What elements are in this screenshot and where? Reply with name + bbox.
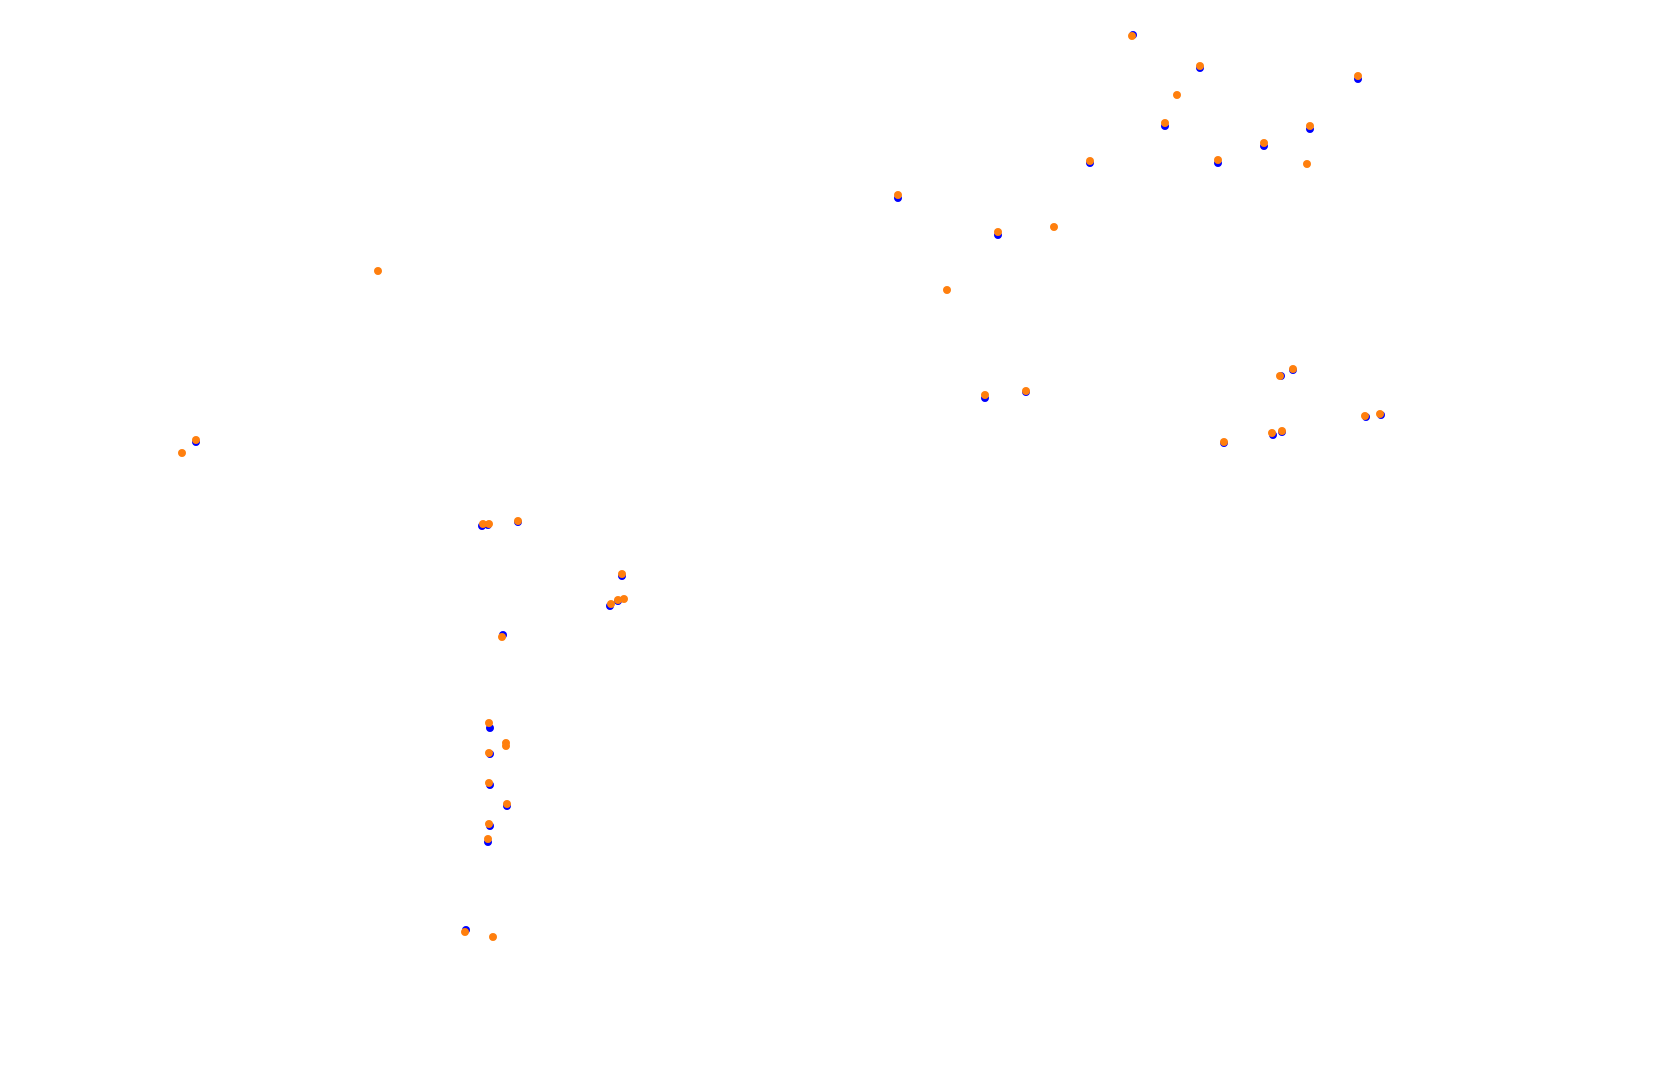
data-point (1050, 223, 1058, 231)
data-point (1214, 156, 1222, 164)
data-point (1086, 157, 1094, 165)
series-1 (178, 32, 1384, 941)
data-point (178, 449, 186, 457)
data-point (1128, 32, 1136, 40)
data-point (1161, 119, 1169, 127)
data-point (894, 191, 902, 199)
data-point (1268, 429, 1276, 437)
data-point (485, 520, 493, 528)
data-point (1354, 72, 1362, 80)
data-point (1276, 372, 1284, 380)
data-point (1289, 365, 1297, 373)
data-point (614, 596, 622, 604)
data-point (1022, 387, 1030, 395)
data-point (485, 749, 493, 757)
data-point (981, 391, 989, 399)
data-point (1361, 412, 1369, 420)
data-point (1260, 139, 1268, 147)
data-point (192, 436, 200, 444)
data-point (485, 719, 493, 727)
data-point (1278, 427, 1286, 435)
data-point (484, 835, 492, 843)
data-point (1303, 160, 1311, 168)
data-point (1220, 438, 1228, 446)
data-point (485, 820, 493, 828)
series-0 (192, 31, 1385, 934)
data-point (514, 517, 522, 525)
data-point (607, 600, 615, 608)
data-point (620, 595, 628, 603)
data-point (502, 742, 510, 750)
data-point (994, 228, 1002, 236)
data-point (1173, 91, 1181, 99)
data-point (1376, 410, 1384, 418)
data-point (618, 570, 626, 578)
data-point (943, 286, 951, 294)
data-point (461, 928, 469, 936)
data-point (485, 779, 493, 787)
data-point (374, 267, 382, 275)
data-point (1196, 62, 1204, 70)
data-point (1306, 122, 1314, 130)
data-point (498, 633, 506, 641)
data-point (503, 800, 511, 808)
data-point (489, 933, 497, 941)
data-point (479, 520, 487, 528)
